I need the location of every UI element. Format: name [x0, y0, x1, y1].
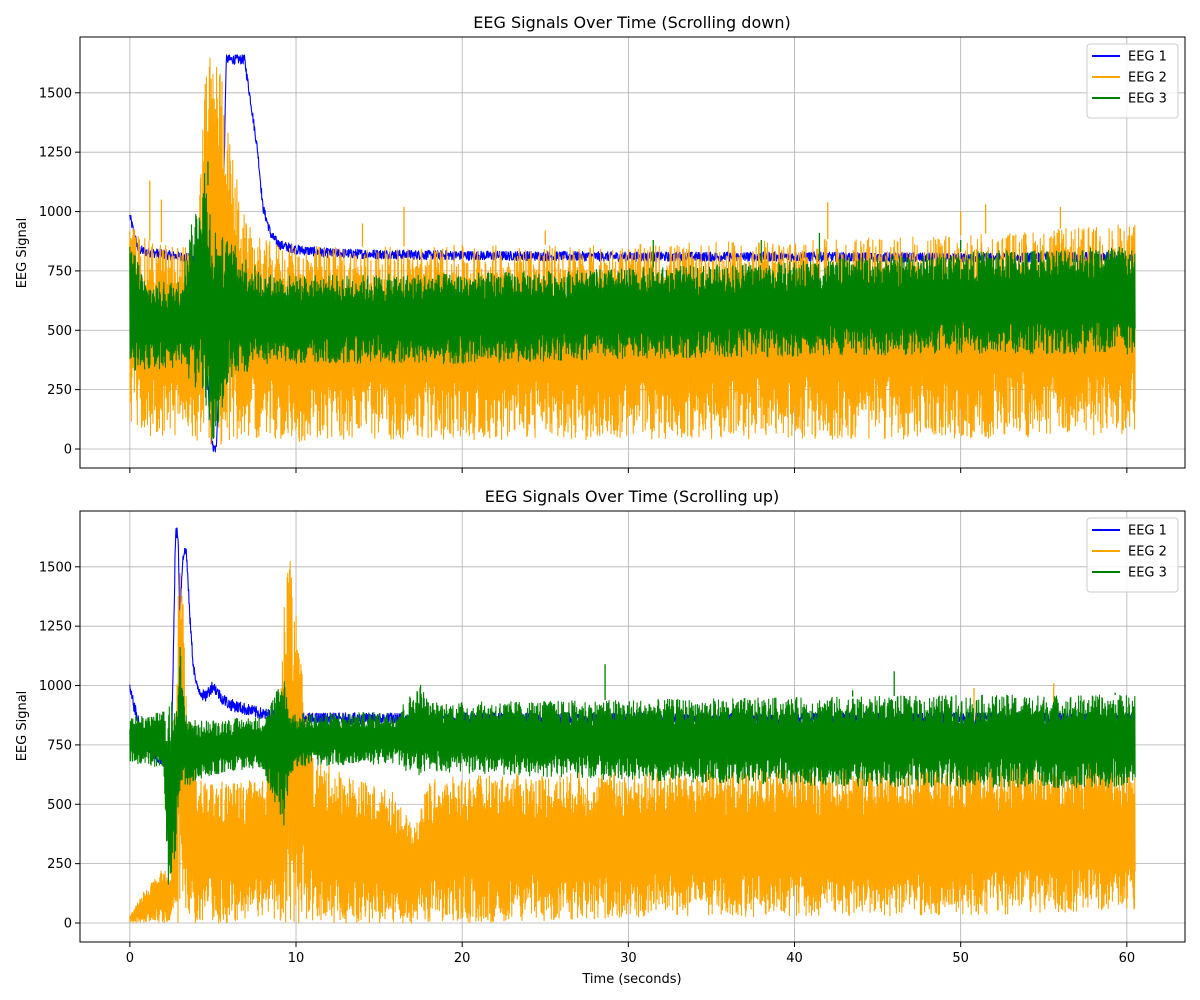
x-tick-label: 0	[126, 951, 134, 966]
legend-box	[1086, 43, 1179, 119]
x-tick-label: 10	[288, 951, 305, 966]
y-tick-label: 0	[64, 917, 72, 932]
chart-title: EEG Signals Over Time (Scrolling up)	[485, 487, 780, 506]
series-line-eeg-2	[129, 561, 1136, 924]
y-axis-label: EEG Signal	[15, 218, 30, 289]
y-tick-label: 500	[47, 798, 72, 813]
panel-scrolling-down: EEG Signals Over Time (Scrolling down) E…	[15, 13, 1186, 473]
x-tick-label: 50	[952, 951, 969, 966]
y-tick-label: 750	[47, 264, 72, 279]
legend-label: EEG 3	[1128, 92, 1167, 107]
axes-frame	[79, 36, 1186, 469]
x-tick-label: 60	[1119, 951, 1136, 966]
y-tick-label: 250	[47, 383, 72, 398]
y-tick-label: 750	[47, 738, 72, 753]
y-tick-label: 250	[47, 857, 72, 872]
legend: EEG 1 EEG 2 EEG 3	[1086, 43, 1179, 119]
axes-frame	[79, 510, 1186, 943]
chart-title: EEG Signals Over Time (Scrolling down)	[473, 13, 790, 32]
legend-label: EEG 1	[1128, 524, 1167, 539]
legend: EEG 1 EEG 2 EEG 3	[1086, 517, 1179, 593]
legend-label: EEG 2	[1128, 545, 1167, 560]
series-layer	[129, 527, 1136, 924]
legend-label: EEG 3	[1128, 566, 1167, 581]
y-tick-label: 1250	[39, 620, 72, 635]
y-tick-label: 1500	[39, 86, 72, 101]
series-layer	[129, 54, 1136, 453]
y-axis-label: EEG Signal	[15, 691, 30, 762]
x-axis-label: Time (seconds)	[581, 972, 681, 987]
y-tick-label: 500	[47, 324, 72, 339]
y-tick-label: 1250	[39, 146, 72, 161]
series-line-eeg-3	[129, 173, 1136, 440]
legend-label: EEG 2	[1128, 71, 1167, 86]
y-tick-label: 1000	[39, 205, 72, 220]
axes: 0 10 20 30 40 50 60 0 250 500 750 1000 1250 1500	[39, 510, 1186, 966]
y-tick-label: 1000	[39, 679, 72, 694]
y-tick-label: 0	[64, 443, 72, 458]
x-tick-label: 30	[620, 951, 637, 966]
y-tick-label: 1500	[39, 560, 72, 575]
legend-label: EEG 1	[1128, 50, 1167, 65]
panel-scrolling-up: EEG Signals Over Time (Scrolling up) EEG…	[15, 487, 1186, 987]
series-line-eeg-3	[129, 646, 1136, 885]
x-tick-label: 20	[454, 951, 471, 966]
axes: 0 250 500 750 1000 1250 1500	[39, 36, 1186, 473]
legend-box	[1086, 517, 1179, 593]
x-tick-label: 40	[786, 951, 803, 966]
